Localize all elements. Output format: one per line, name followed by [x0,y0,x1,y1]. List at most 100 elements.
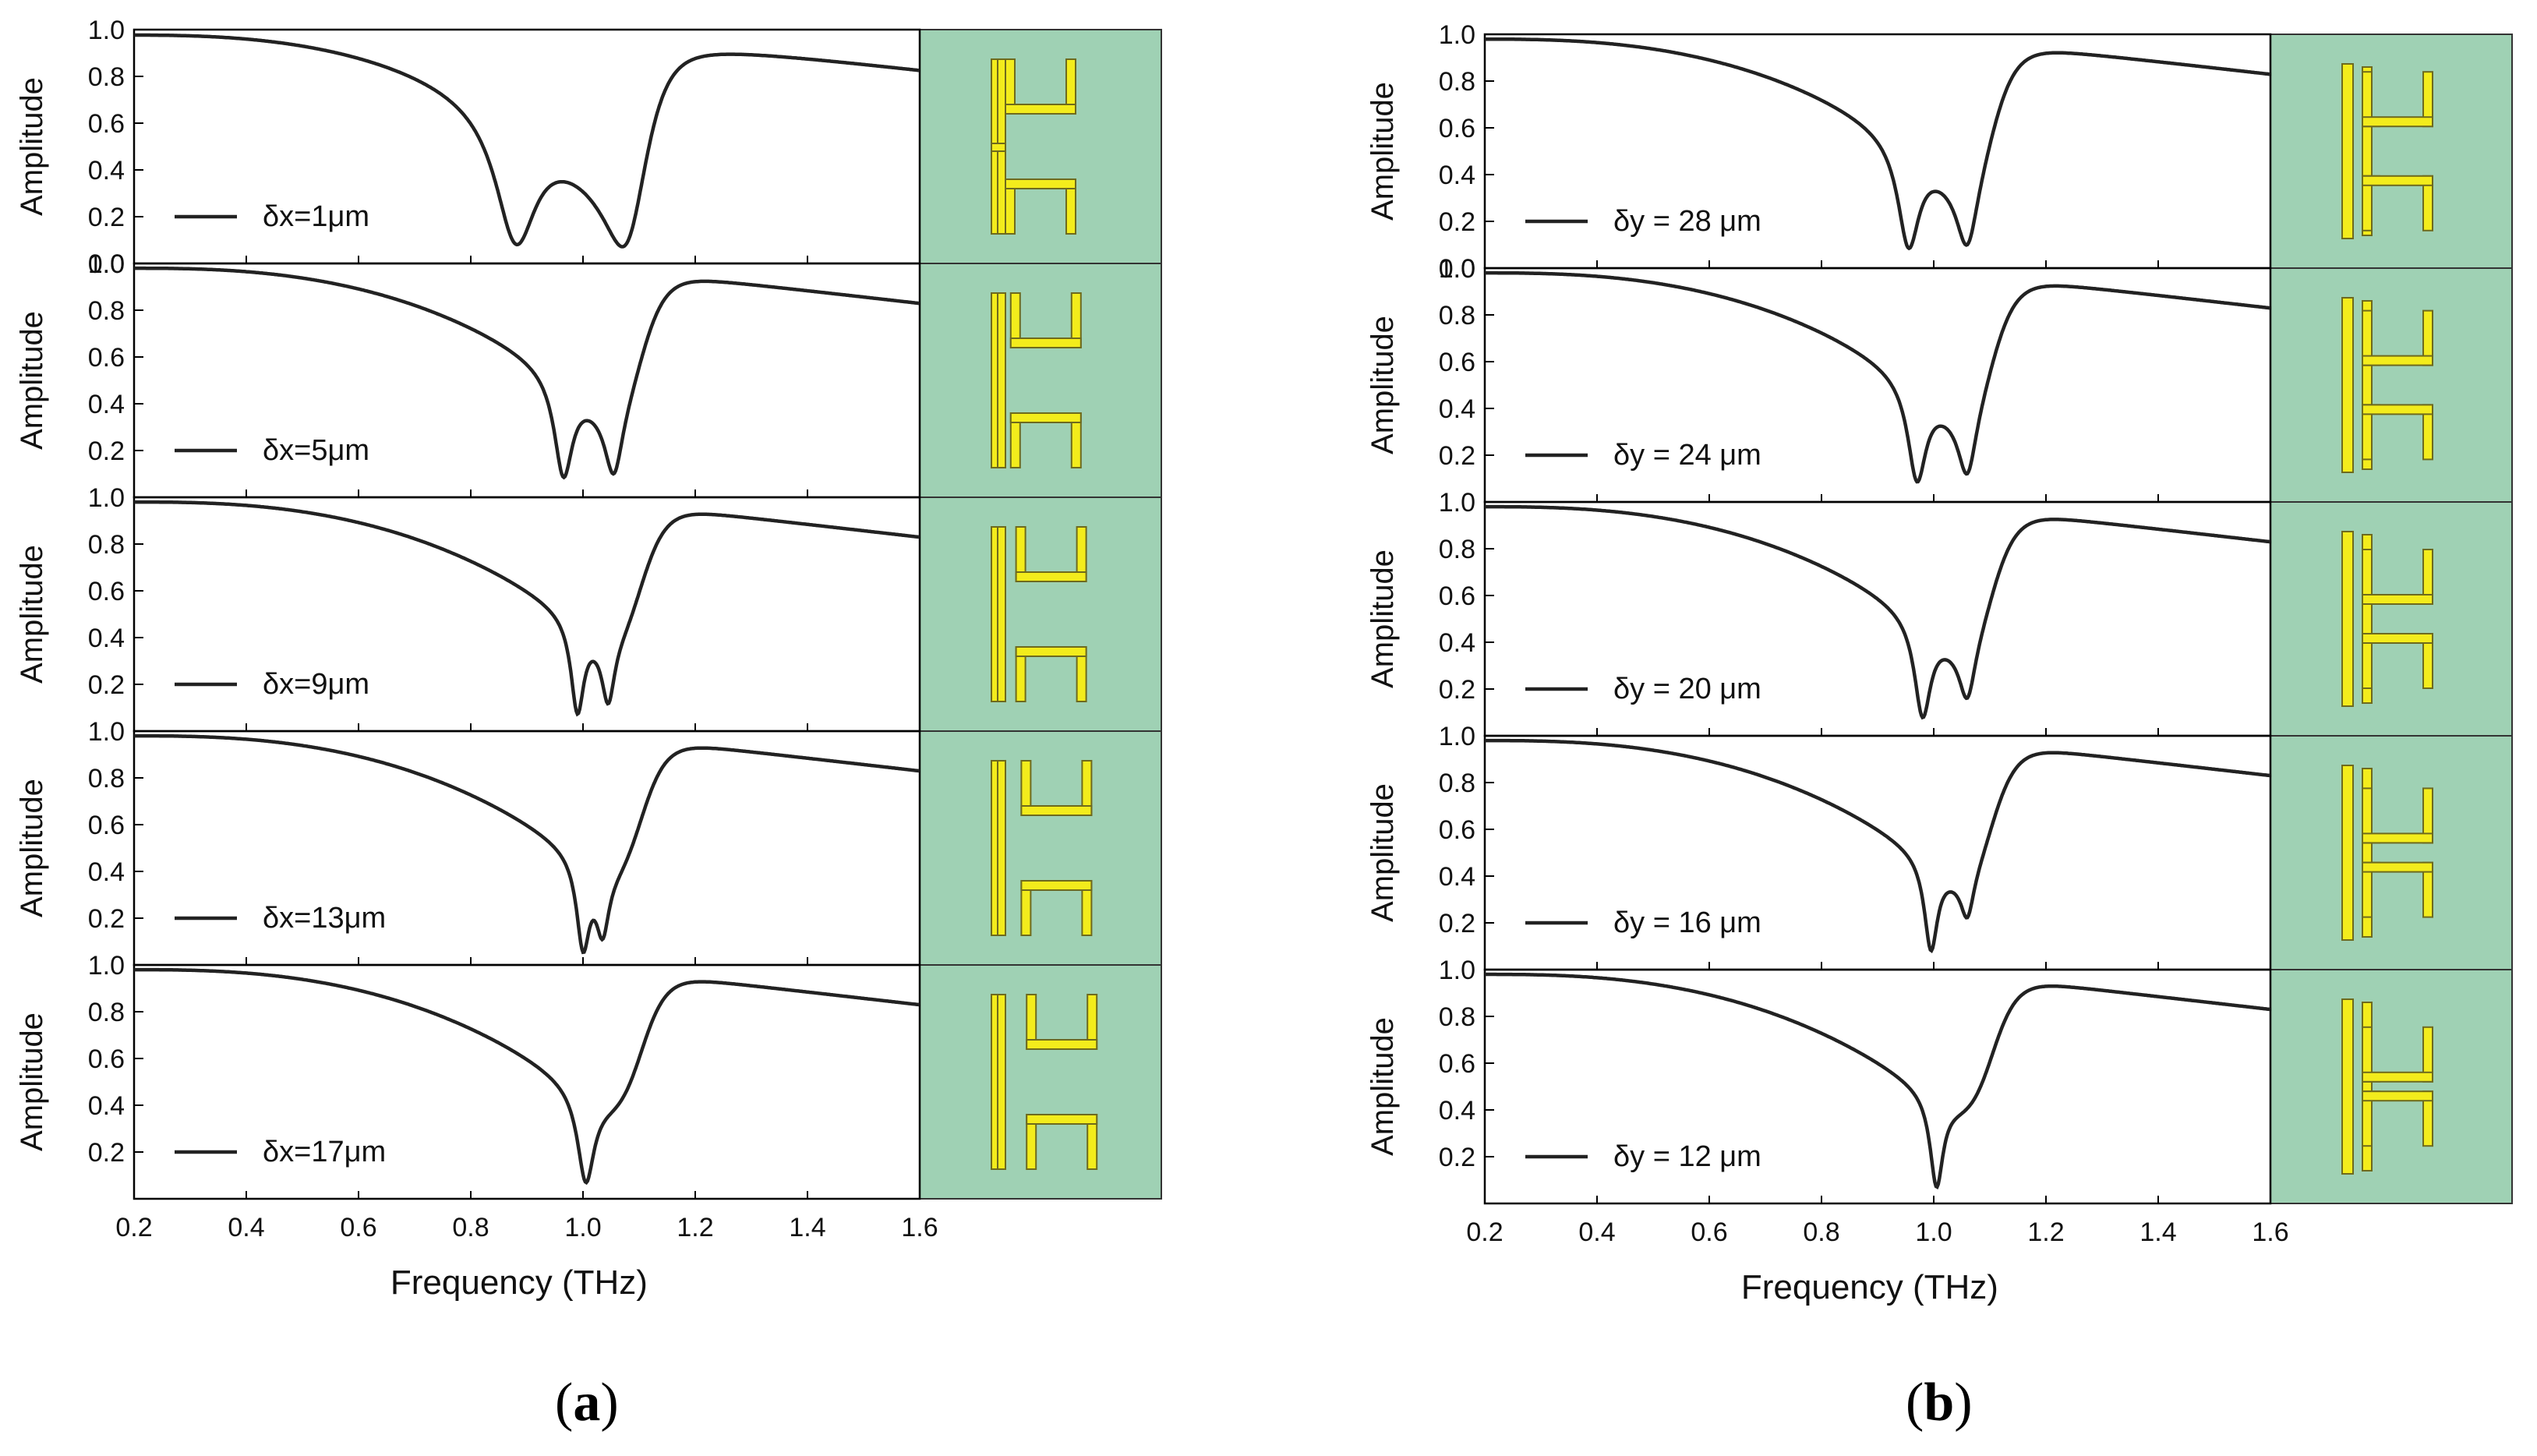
y-tick-label: 0.8 [1439,769,1475,798]
y-axis-label: Amplitude [15,77,49,216]
legend-label: δx=13μm [263,902,386,935]
inset-background [2270,34,2513,269]
y-tick-label: 0.6 [1439,348,1475,377]
y-axis-label: Amplitude [15,545,49,684]
legend-label: δy = 20 μm [1613,673,1761,705]
inset-connector [991,143,1006,152]
inset-bar-rod [2341,63,2354,239]
inset-bar-rod-inner [997,760,1006,936]
legend-label: δy = 28 μm [1613,205,1761,238]
y-tick-label: 0.6 [1439,581,1475,611]
inset-bar-rod-inner [997,526,1006,702]
y-tick-label: 0.6 [1439,815,1475,845]
inset-bar-rod [2341,998,2354,1175]
y-tick-label: 0.8 [88,530,125,560]
y-tick-label: 0.6 [1439,114,1475,143]
amplitude-curve [1485,270,2271,484]
subplot-a-4: 0.2 0.4 0.6 0.8 1.0 Amplitude δx=13μm [15,717,1162,967]
y-tick-label: 1.0 [1439,254,1475,284]
y-tick-label: 0.2 [1439,1143,1475,1172]
inset-n-top [2362,1090,2433,1102]
inset-background [2270,969,2513,1204]
x-tick-label: 1.2 [677,1213,713,1242]
inset-n-top [2362,404,2433,415]
x-tick-label: 1.0 [564,1213,601,1242]
x-tick-label: 1.6 [901,1213,938,1242]
y-axis-label: Amplitude [1366,783,1400,922]
resonator-inset [2341,297,2433,473]
amplitude-curve [1485,504,2271,720]
y-tick-label: 0.4 [88,624,125,653]
inset-u-base [1015,571,1087,582]
y-tick-label: 0.4 [1439,1096,1475,1126]
subplot-b-4: 0.2 0.4 0.6 0.8 1.0 Amplitude δy = 16 μm [1366,722,2513,971]
inset-u-base [1026,1039,1098,1050]
panel-label-b: (b) [1906,1373,1973,1433]
amplitude-curve [1485,37,2271,251]
x-tick-label: 0.4 [228,1213,264,1242]
y-tick-label: 0.8 [1439,535,1475,564]
resonator-inset [991,526,1087,702]
panel-label-a: (a) [555,1373,619,1433]
inset-background [919,29,1162,264]
inset-u-base [1020,805,1093,816]
x-tick-label: 1.4 [789,1213,825,1242]
inset-background [919,263,1162,498]
inset-background [919,964,1162,1200]
subplot-a-5: 0.2 0.4 0.6 0.8 1.0 Amplitude δx=17μm [15,951,1162,1200]
y-tick-label: 0.2 [1439,909,1475,938]
y-tick-label: 0.2 [88,203,125,232]
x-tick-label: 1.6 [2252,1217,2288,1247]
amplitude-curve [134,967,920,1186]
x-tick-label: 0.6 [1691,1217,1727,1247]
inset-u-base [1009,337,1082,348]
y-axis-label: Amplitude [15,779,49,917]
inset-background [2270,501,2513,737]
legend-label: δx=1μm [263,200,369,233]
x-axis-label: Frequency (THz) [390,1263,648,1302]
legend-label: δy = 12 μm [1613,1140,1761,1173]
y-tick-label: 0.2 [88,670,125,700]
y-tick-label: 0.8 [88,764,125,793]
x-tick-label: 1.2 [2027,1217,2064,1247]
subplot-b-3: 0.2 0.4 0.6 0.8 1.0 Amplitude δy = 20 μm [1366,488,2513,737]
inset-n-top [2362,861,2433,873]
y-tick-label: 0.8 [88,998,125,1027]
panel-b: 0.0 0.2 0.4 0.6 0.8 1.0 Amplitude δy = 28 μm 0.2… [1366,20,2513,1306]
subplot-a-1: 0.0 0.2 0.4 0.6 0.8 1.0 Amplitude δx=1μm [15,16,1162,279]
y-tick-label: 1.0 [1439,956,1475,985]
panel-a: 0.00.20.40.60.81.0Amplitudeδx=1μm0.20.40… [15,16,1162,1302]
y-tick-label: 0.4 [88,390,125,419]
y-tick-label: 0.6 [88,109,125,139]
subplot-b-5: 0.2 0.4 0.6 0.8 1.0 Amplitude δy = 12 μm [1366,956,2513,1205]
x-axis-label: Frequency (THz) [1741,1268,1998,1306]
y-tick-label: 0.2 [88,436,125,466]
resonator-inset [991,58,1076,235]
y-tick-label: 0.2 [1439,207,1475,237]
y-axis-label: Amplitude [1366,1017,1400,1156]
inset-n-top [2362,175,2433,186]
y-tick-label: 0.4 [1439,161,1475,190]
x-tick-label: 0.8 [1803,1217,1839,1247]
legend-label: δy = 16 μm [1613,906,1761,939]
inset-u-base [1005,104,1076,115]
resonator-inset [2341,63,2433,239]
amplitude-curve [133,33,920,249]
resonator-inset [991,994,1098,1170]
plot-frame [133,730,921,967]
y-tick-label: 0.0 [1439,254,1475,284]
y-tick-label: 1.0 [1439,488,1475,518]
y-axis-label: Amplitude [1366,316,1400,454]
subplot-b-2: 0.2 0.4 0.6 0.8 1.0 Amplitude δy = 24 μm [1366,254,2513,504]
inset-u-base [2362,1071,2433,1083]
y-tick-label: 0.6 [88,343,125,373]
plot-frame [1483,968,2272,1205]
y-tick-label: 0.2 [88,904,125,934]
y-tick-label: 1.0 [88,717,125,747]
inset-bar-rod-inner [997,292,1006,468]
x-tick-label: 0.4 [1578,1217,1615,1247]
y-tick-label: 1.0 [1439,722,1475,751]
inset-u-base [2362,116,2433,128]
y-tick-label: 0.4 [88,857,125,887]
